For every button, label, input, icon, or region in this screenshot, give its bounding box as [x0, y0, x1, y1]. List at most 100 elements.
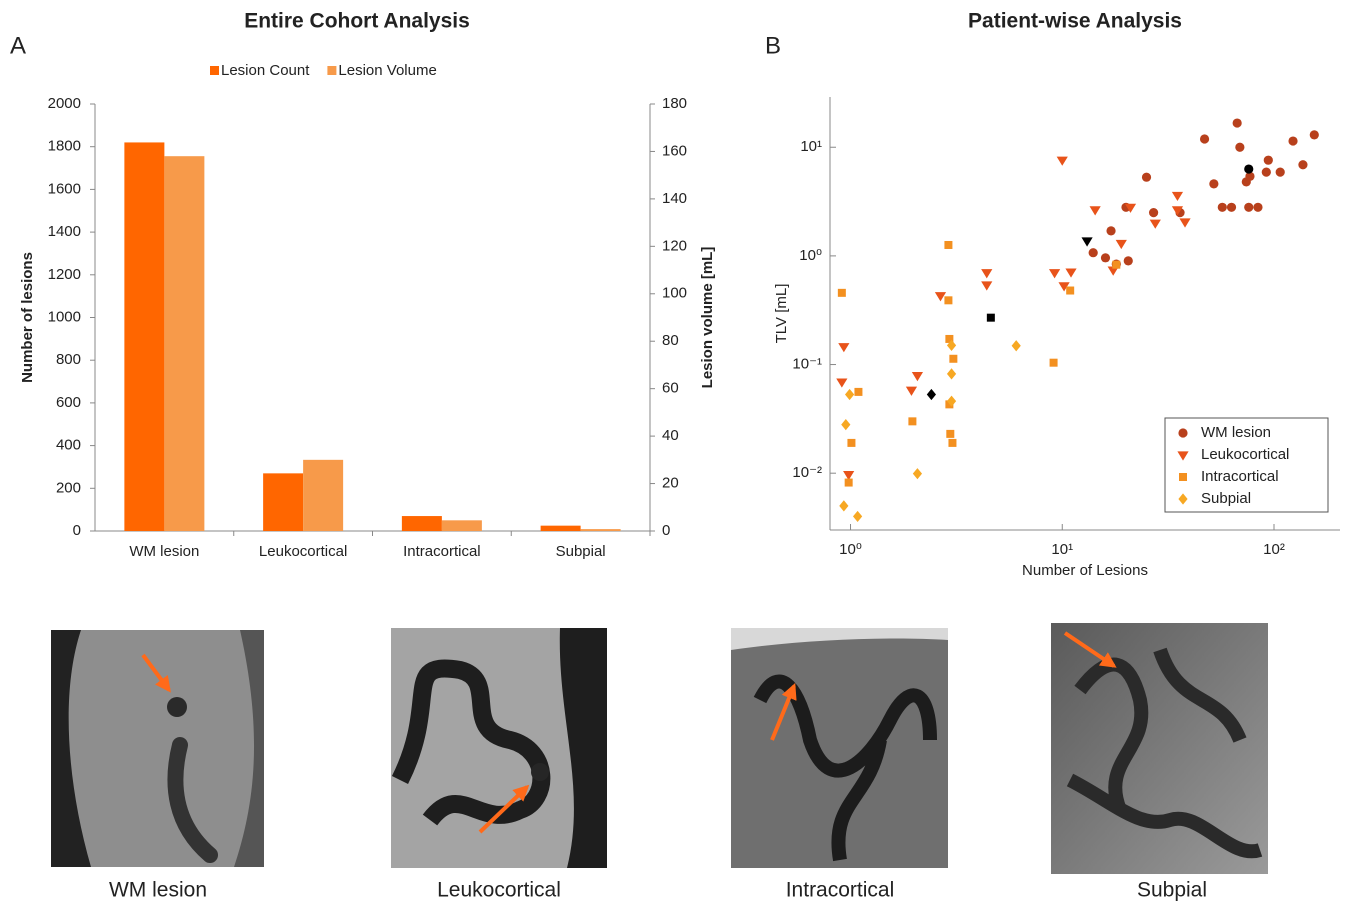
y-tick-label: 1800 [48, 138, 81, 155]
point [1149, 219, 1161, 229]
legend-marker [1178, 493, 1188, 505]
y-tick-label: 1600 [48, 180, 81, 197]
point [949, 354, 958, 363]
point [944, 240, 953, 249]
legend-box [1164, 417, 1329, 513]
mri-image [51, 630, 264, 867]
point [1115, 239, 1127, 250]
point [844, 478, 853, 487]
point [1056, 156, 1068, 166]
point [946, 339, 957, 352]
y-axis-title: TLV [mL] [773, 284, 790, 344]
y2-tick-label: 80 [662, 332, 679, 349]
legend-marker [1178, 428, 1188, 438]
x-tick-label: Subpial [556, 543, 606, 560]
chart-title: Entire Cohort Analysis [244, 10, 470, 33]
panel-label: A [10, 32, 26, 59]
point [1124, 203, 1137, 213]
image-caption: Leukocortical [437, 879, 561, 902]
point [1209, 179, 1219, 189]
point [934, 292, 947, 302]
y2-tick-label: 20 [662, 475, 679, 492]
point [946, 395, 957, 407]
point [1263, 155, 1273, 165]
bar [303, 459, 344, 531]
point [843, 471, 855, 481]
image-caption: WM lesion [109, 879, 207, 902]
point [841, 419, 851, 431]
y2-tick-label: 160 [662, 142, 687, 159]
point [981, 281, 993, 291]
point [844, 388, 855, 401]
x-tick-label: WM lesion [129, 543, 199, 560]
y2-tick-label: 180 [662, 95, 687, 112]
point [1141, 172, 1152, 182]
highlight-point [1244, 164, 1254, 174]
bar [164, 156, 205, 531]
point [1100, 253, 1111, 263]
highlight-point [1081, 237, 1093, 247]
x-axis-title: Number of Lesions [1022, 562, 1148, 579]
highlight-point [986, 313, 995, 322]
point [1123, 256, 1133, 266]
point [1011, 340, 1021, 352]
point [1107, 266, 1119, 276]
legend-marker [1177, 451, 1189, 461]
mri-image [391, 628, 607, 868]
point [1171, 206, 1184, 216]
point [1217, 202, 1227, 212]
y-tick-label: 10¹ [800, 138, 822, 155]
legend-label: Lesion Count [221, 62, 310, 79]
y-tick-label: 1200 [48, 266, 81, 283]
point [852, 510, 863, 523]
y2-axis-title: Lesion volume [mL] [699, 247, 716, 389]
bar [263, 473, 304, 531]
panel-label: B [765, 32, 781, 59]
x-tick-label: 10¹ [1051, 541, 1073, 558]
point [1066, 286, 1075, 295]
bar [540, 525, 581, 531]
y2-tick-label: 120 [662, 237, 687, 254]
y-tick-label: 10⁻² [792, 464, 822, 481]
y-tick-label: 600 [56, 394, 81, 411]
point [1171, 191, 1184, 202]
point [1261, 167, 1271, 177]
bar [441, 520, 482, 531]
point [908, 417, 917, 426]
legend-label: Lesion Volume [338, 62, 436, 79]
point [836, 378, 848, 388]
point [1106, 226, 1116, 236]
y-tick-label: 200 [56, 479, 81, 496]
point [912, 468, 923, 480]
x-tick-label: Intracortical [403, 543, 481, 560]
legend-marker [1179, 473, 1187, 481]
x-tick-label: 10² [1263, 541, 1285, 558]
point [1048, 269, 1061, 279]
point [948, 438, 957, 447]
point [1232, 118, 1242, 128]
point [905, 386, 918, 396]
point [1148, 208, 1159, 218]
point [1089, 206, 1101, 216]
point [946, 429, 955, 438]
point [1088, 248, 1098, 258]
point [981, 269, 993, 279]
point [837, 288, 846, 297]
point [946, 368, 957, 380]
bar [401, 516, 442, 531]
point [839, 500, 849, 512]
point [1298, 160, 1308, 170]
y2-tick-label: 140 [662, 190, 687, 207]
point [1179, 218, 1191, 228]
y-tick-label: 10⁰ [799, 247, 822, 264]
y-tick-label: 400 [56, 437, 81, 454]
legend-label: Leukocortical [1201, 446, 1289, 463]
bar [580, 529, 621, 531]
x-tick-label: Leukocortical [259, 543, 347, 560]
point [838, 343, 850, 353]
point [1244, 202, 1254, 212]
y2-tick-label: 60 [662, 380, 679, 397]
y2-tick-label: 0 [662, 522, 670, 539]
point [1275, 167, 1285, 177]
